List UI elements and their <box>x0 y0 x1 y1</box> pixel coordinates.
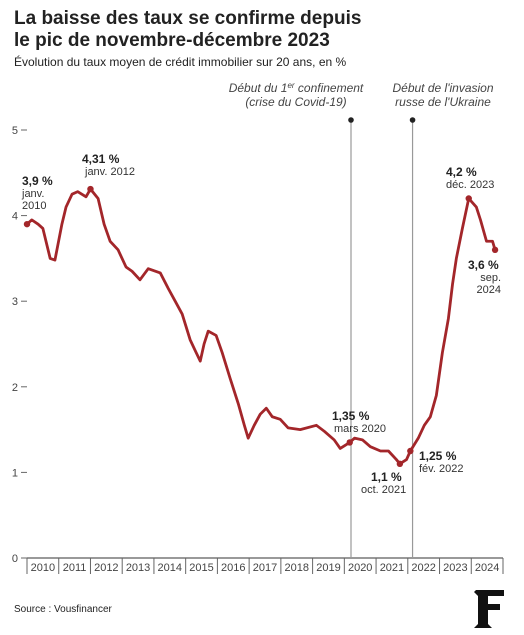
annotation-point <box>396 460 404 468</box>
x-tick-label: 2023 <box>443 562 467 574</box>
event-label: Début du 1er confinement <box>229 81 364 96</box>
event-label: Début de l'invasion <box>392 81 493 95</box>
y-tick-label: 1 <box>12 467 18 479</box>
x-tick-label: 2017 <box>253 562 277 574</box>
data-line <box>26 187 497 466</box>
annotation-date: 2024 <box>477 284 501 296</box>
chart-title: La baisse des taux se confirme depuis <box>14 8 361 29</box>
x-tick-label: 2021 <box>380 562 404 574</box>
x-tick-label: 2014 <box>158 562 182 574</box>
annotation-value: 4,2 % <box>446 165 477 179</box>
x-tick-label: 2012 <box>94 562 118 574</box>
event-dot <box>409 117 416 123</box>
annotation-date: oct. 2021 <box>361 484 406 496</box>
y-tick-label: 4 <box>12 211 18 223</box>
event-label-part: er <box>287 81 294 90</box>
annotation-point <box>465 195 472 202</box>
x-tick-label: 2015 <box>189 562 213 574</box>
annotation-value: 4,31 % <box>82 152 120 166</box>
event-dot <box>348 117 354 123</box>
x-tick-label: 2020 <box>348 562 372 574</box>
event-label-part: confinement <box>295 81 364 95</box>
x-tick-label: 2024 <box>475 562 499 574</box>
source: Source : Vousfinancer <box>14 604 113 615</box>
y-tick-label: 0 <box>12 553 18 565</box>
annotation-date: janv. <box>21 188 44 200</box>
annotation-date: mars 2020 <box>334 423 386 435</box>
annotation-value: 1,1 % <box>371 470 402 484</box>
y-tick-label: 3 <box>12 296 18 308</box>
event-label-part: Début de l'invasion <box>392 81 493 95</box>
event-label-part: (crise du Covid-19) <box>245 95 346 109</box>
annotation-date: janv. 2012 <box>84 166 135 178</box>
event-label: (crise du Covid-19) <box>245 95 346 109</box>
x-tick-label: 2019 <box>316 562 340 574</box>
annotation-value: 1,25 % <box>419 449 457 463</box>
event-label-part: russe de l'Ukraine <box>395 95 491 109</box>
annotation-date: déc. 2023 <box>446 179 494 191</box>
annotation-point <box>407 447 414 455</box>
annotation-date: fév. 2022 <box>419 463 463 475</box>
logo <box>474 590 504 628</box>
annotation-value: 1,35 % <box>332 409 370 423</box>
event-label-part: Début du 1 <box>229 81 288 95</box>
x-tick-label: 2011 <box>63 562 87 574</box>
annotation-point <box>346 439 353 446</box>
y-tick-label: 2 <box>12 382 18 394</box>
x-tick-label: 2018 <box>284 562 308 574</box>
annotation-point <box>491 246 499 254</box>
event-label: russe de l'Ukraine <box>395 95 491 109</box>
chart-title: le pic de novembre-décembre 2023 <box>14 30 330 51</box>
x-tick-label: 2016 <box>221 562 245 574</box>
annotation-date: sep. <box>480 272 501 284</box>
x-tick-label: 2013 <box>126 562 150 574</box>
annotation-point <box>23 220 31 228</box>
x-tick-label: 2022 <box>411 562 435 574</box>
annotation-date: 2010 <box>22 200 46 212</box>
x-tick-label: 2010 <box>31 562 55 574</box>
chart-subtitle: Évolution du taux moyen de crédit immobi… <box>14 54 346 69</box>
annotation-point <box>87 185 94 193</box>
annotation-value: 3,9 % <box>22 174 53 188</box>
y-tick-label: 5 <box>12 125 18 137</box>
annotation-value: 3,6 % <box>468 258 499 272</box>
